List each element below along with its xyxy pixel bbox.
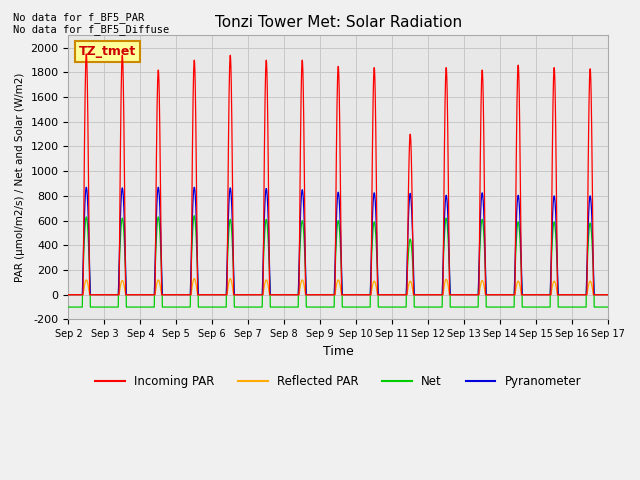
Text: TZ_tmet: TZ_tmet	[79, 45, 136, 58]
Legend: Incoming PAR, Reflected PAR, Net, Pyranometer: Incoming PAR, Reflected PAR, Net, Pyrano…	[90, 371, 586, 393]
Y-axis label: PAR (μmol/m2/s) / Net and Solar (W/m2): PAR (μmol/m2/s) / Net and Solar (W/m2)	[15, 72, 25, 282]
Text: No data for f_BF5_PAR: No data for f_BF5_PAR	[13, 12, 144, 23]
X-axis label: Time: Time	[323, 345, 354, 358]
Title: Tonzi Tower Met: Solar Radiation: Tonzi Tower Met: Solar Radiation	[214, 15, 462, 30]
Text: No data for f_BF5_Diffuse: No data for f_BF5_Diffuse	[13, 24, 169, 35]
